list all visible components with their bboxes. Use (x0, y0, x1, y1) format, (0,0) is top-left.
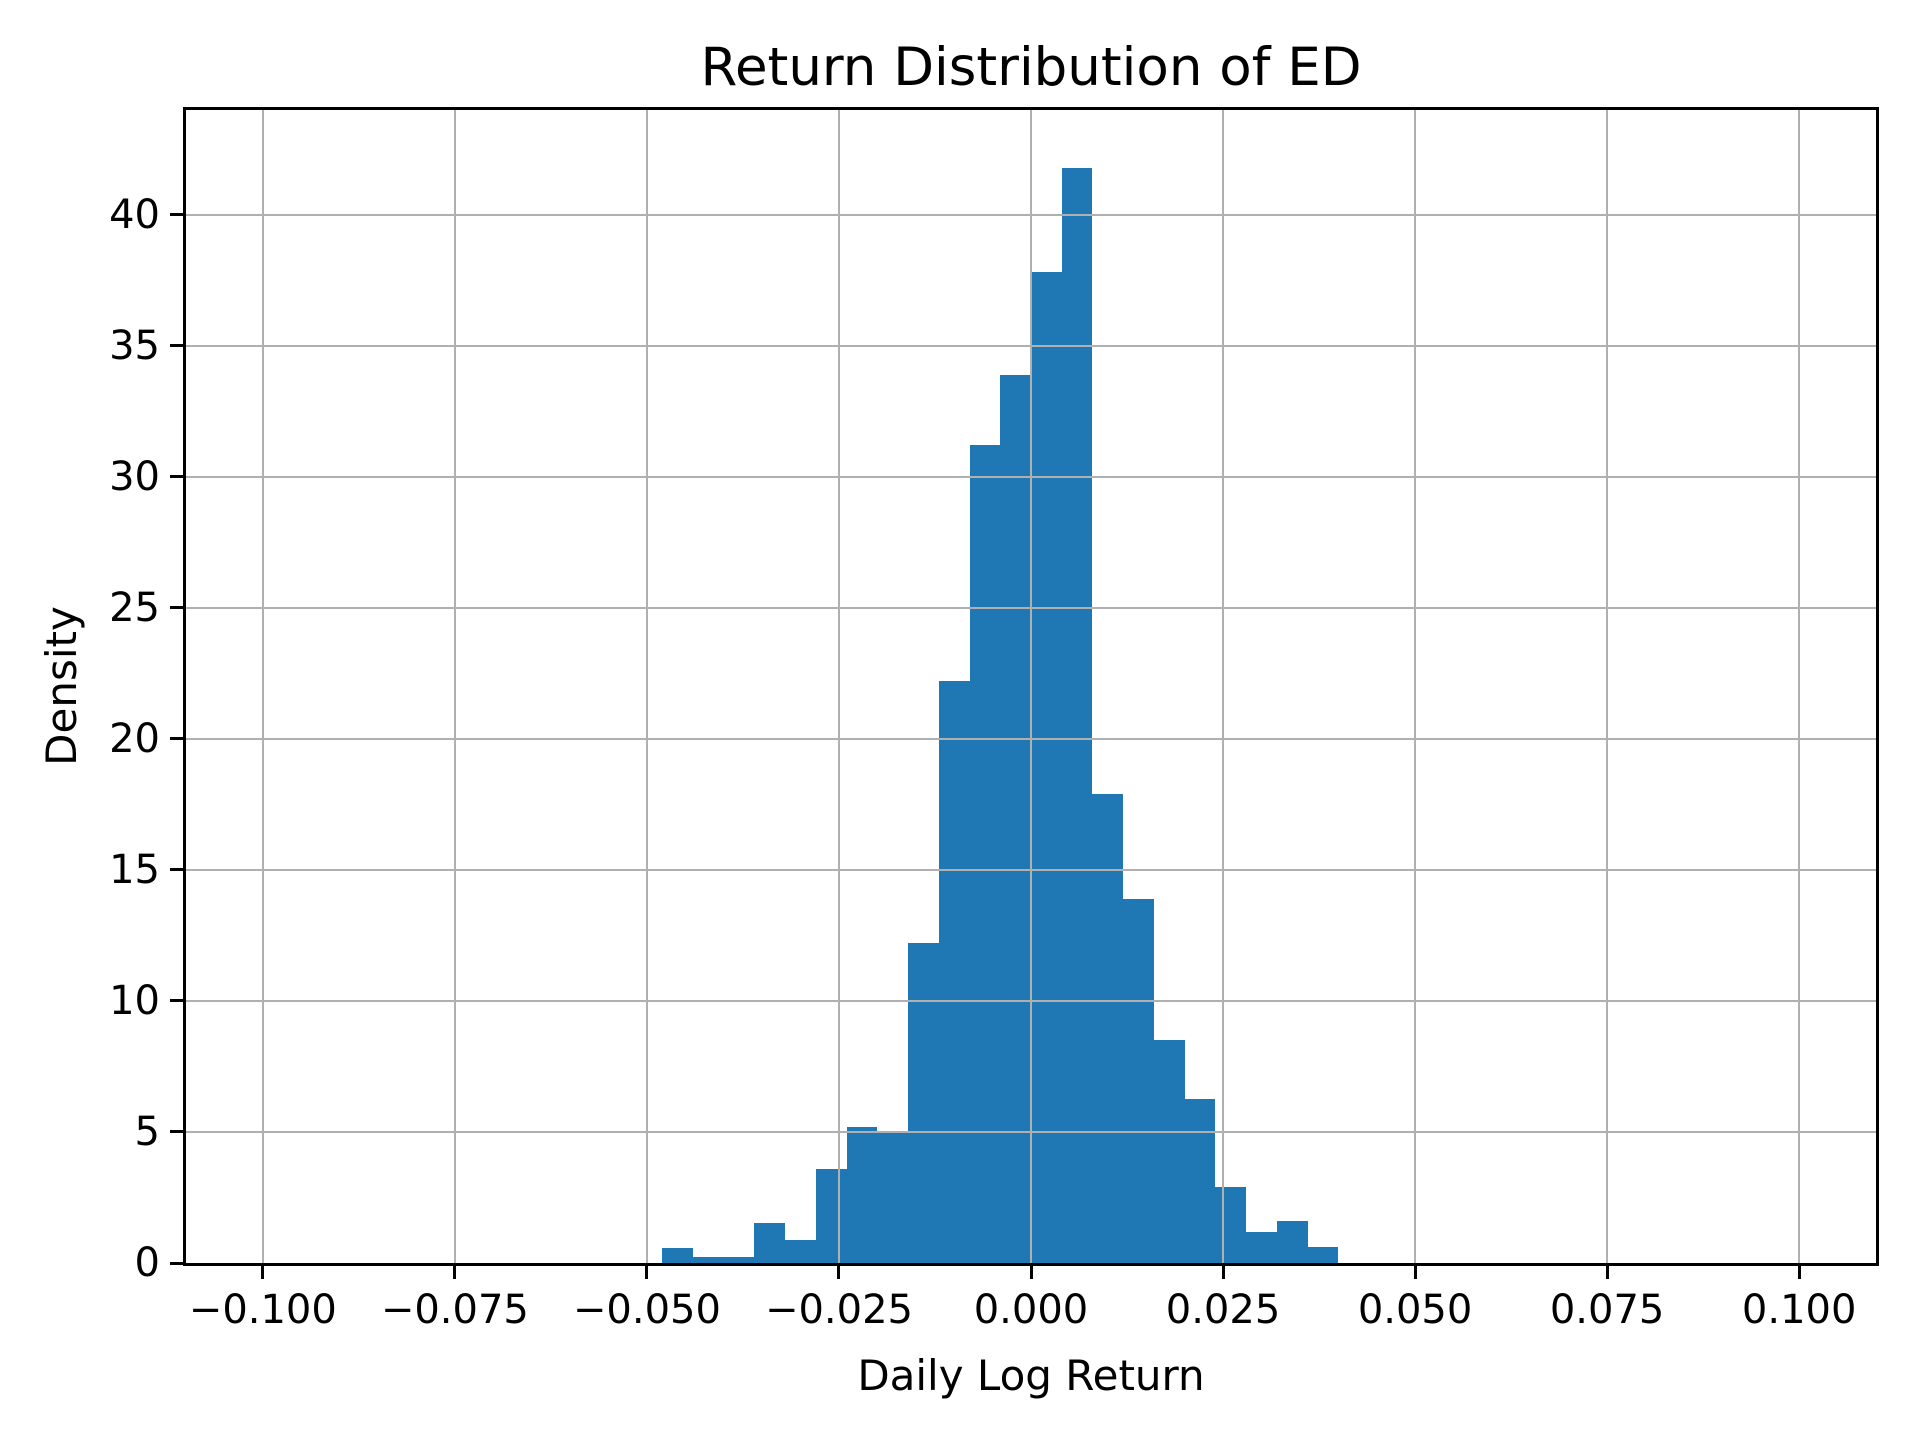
x-gridline (1030, 110, 1032, 1263)
x-tick (1605, 1266, 1609, 1279)
x-tick (1221, 1266, 1225, 1279)
x-gridline (837, 110, 840, 1263)
y-axis-label: Density (37, 606, 86, 766)
x-tick (645, 1266, 649, 1279)
histogram-bar (1000, 374, 1031, 1263)
chart-title: Return Distribution of ED (700, 37, 1362, 98)
y-tick-label: 5 (134, 1108, 160, 1155)
histogram-bar (846, 1126, 878, 1263)
histogram-bar (1123, 898, 1154, 1263)
histogram-bar (877, 1133, 909, 1263)
y-gridline (186, 1130, 1876, 1133)
plot-area (183, 107, 1879, 1266)
histogram-bar (1061, 167, 1093, 1263)
x-gridline (1606, 110, 1609, 1263)
y-tick-label: 30 (109, 453, 160, 500)
y-gridline (186, 999, 1876, 1002)
y-tick (170, 868, 183, 872)
x-tick-label: 0.025 (1165, 1287, 1281, 1333)
y-tick (170, 999, 183, 1003)
x-gridline (1798, 110, 1801, 1263)
x-gridline (645, 110, 648, 1263)
histogram-bar (754, 1222, 786, 1263)
histogram-bar (1153, 1040, 1185, 1263)
histogram-bar (1184, 1099, 1216, 1263)
histogram-bar (1031, 272, 1062, 1263)
x-gridline (1414, 110, 1417, 1263)
y-tick (170, 475, 183, 479)
x-gridline (1222, 110, 1225, 1263)
histogram-bar (785, 1239, 816, 1263)
y-gridline (186, 213, 1876, 216)
y-gridline (186, 344, 1876, 347)
x-tick-label: −0.050 (572, 1287, 721, 1333)
y-tick-label: 35 (109, 322, 160, 369)
x-tick-label: −0.100 (188, 1287, 337, 1333)
x-tick (261, 1266, 265, 1279)
y-gridline (186, 737, 1876, 740)
histogram-bar (938, 681, 970, 1263)
histogram-bar (662, 1247, 693, 1263)
x-tick (1029, 1266, 1033, 1279)
x-tick (1413, 1266, 1417, 1279)
y-tick-label: 40 (109, 191, 160, 238)
x-gridline (261, 110, 264, 1263)
y-tick-label: 15 (109, 846, 160, 893)
y-tick (170, 1130, 183, 1134)
x-axis-label: Daily Log Return (857, 1351, 1205, 1400)
x-tick-label: −0.075 (380, 1287, 529, 1333)
x-tick (837, 1266, 841, 1279)
histogram-bar (969, 445, 1001, 1263)
y-gridline (186, 475, 1876, 478)
x-tick-label: 0.075 (1549, 1287, 1665, 1333)
y-gridline (186, 868, 1876, 871)
y-tick-label: 20 (109, 715, 160, 762)
histogram-bar (1092, 793, 1124, 1263)
y-tick (170, 606, 183, 610)
y-tick-label: 10 (109, 977, 160, 1024)
histogram-bar (908, 943, 939, 1263)
x-tick-label: 0.050 (1357, 1287, 1473, 1333)
x-tick-label: 0.100 (1741, 1287, 1857, 1333)
y-tick (170, 737, 183, 741)
histogram-bar (815, 1169, 847, 1263)
histogram-bar (1307, 1247, 1339, 1263)
y-tick (170, 213, 183, 217)
x-tick (453, 1266, 457, 1279)
histogram-bar (693, 1257, 724, 1263)
y-tick-label: 0 (134, 1240, 160, 1286)
histogram-bar (723, 1257, 755, 1263)
x-tick (1797, 1266, 1801, 1279)
x-tick-label: 0.000 (973, 1287, 1089, 1333)
histogram-bar (1246, 1231, 1277, 1263)
x-tick-label: −0.025 (764, 1287, 913, 1333)
histogram-bar (1215, 1187, 1247, 1263)
y-tick (170, 1261, 183, 1265)
y-tick-label: 25 (109, 584, 160, 631)
y-tick (170, 344, 183, 348)
x-gridline (453, 110, 456, 1263)
histogram-bar (1276, 1221, 1308, 1263)
y-gridline (186, 606, 1876, 609)
